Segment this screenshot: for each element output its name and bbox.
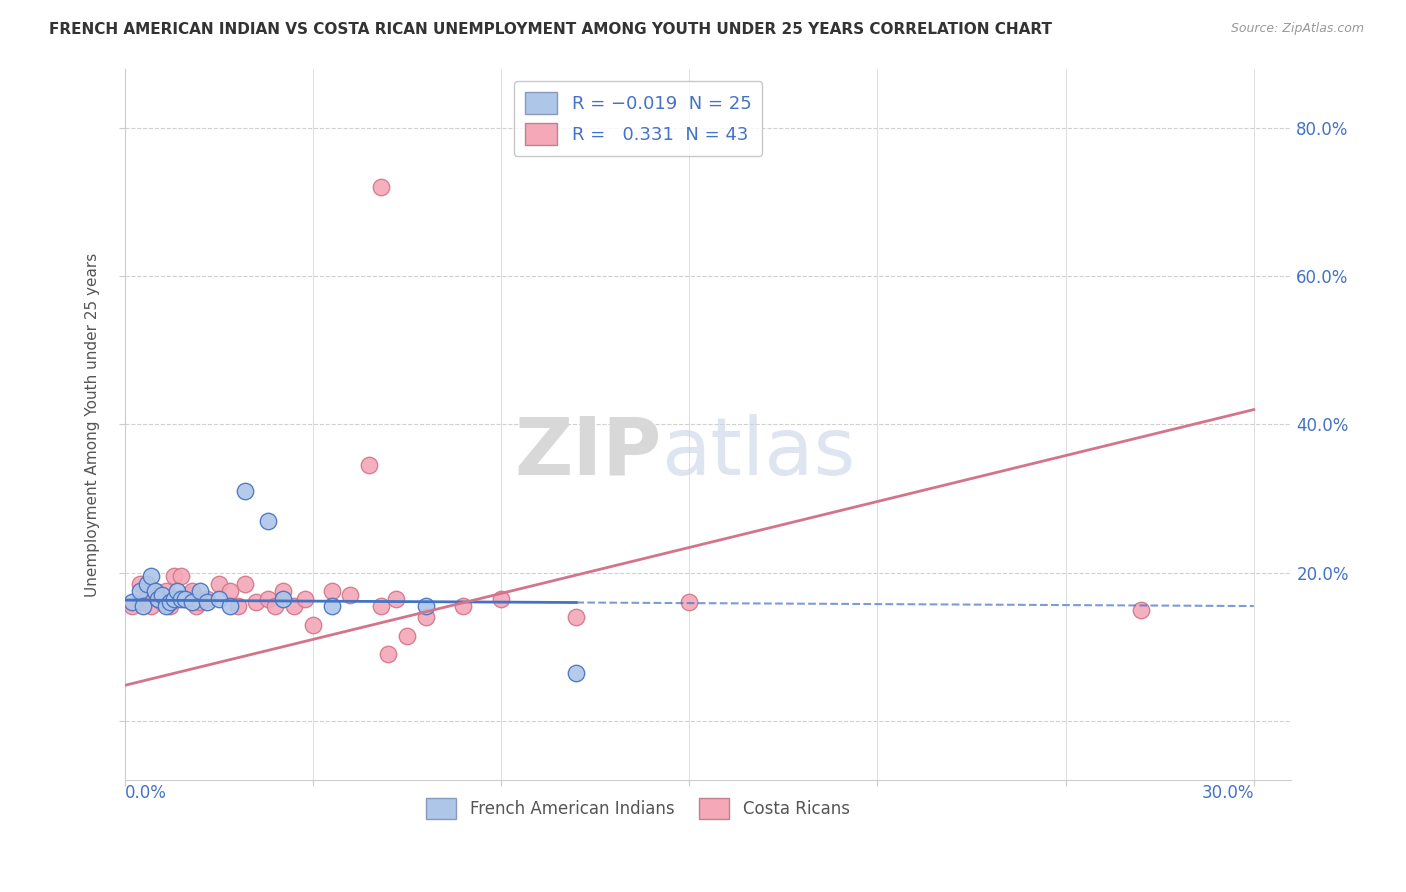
Point — [128, 584, 150, 599]
Point — [173, 591, 195, 606]
Text: Source: ZipAtlas.com: Source: ZipAtlas.com — [1230, 22, 1364, 36]
Point — [188, 595, 211, 609]
Point — [208, 577, 231, 591]
Point — [170, 591, 193, 606]
Point — [219, 599, 242, 613]
Point — [271, 591, 294, 606]
Point — [271, 584, 294, 599]
Point — [197, 595, 219, 609]
Text: FRENCH AMERICAN INDIAN VS COSTA RICAN UNEMPLOYMENT AMONG YOUTH UNDER 25 YEARS CO: FRENCH AMERICAN INDIAN VS COSTA RICAN UN… — [49, 22, 1052, 37]
Point — [162, 591, 184, 606]
Y-axis label: Unemployment Among Youth under 25 years: Unemployment Among Youth under 25 years — [86, 252, 100, 597]
Text: 0.0%: 0.0% — [125, 784, 166, 802]
Point — [121, 595, 143, 609]
Point — [370, 180, 392, 194]
Point — [170, 569, 193, 583]
Point — [245, 595, 267, 609]
Text: atlas: atlas — [661, 414, 856, 491]
Point — [128, 577, 150, 591]
Point — [148, 591, 170, 606]
Point — [301, 617, 323, 632]
Point — [184, 599, 207, 613]
Point — [177, 588, 200, 602]
Point — [159, 599, 181, 613]
Point — [370, 599, 392, 613]
Point — [181, 595, 204, 609]
Point — [148, 591, 170, 606]
Point — [377, 647, 399, 661]
Point — [197, 591, 219, 606]
Point — [489, 591, 512, 606]
Point — [139, 569, 162, 583]
Legend: French American Indians, Costa Ricans: French American Indians, Costa Ricans — [420, 792, 856, 825]
Point — [132, 599, 155, 613]
Point — [256, 514, 278, 528]
Point — [166, 584, 188, 599]
Point — [173, 591, 195, 606]
Point — [395, 629, 418, 643]
Point — [678, 595, 700, 609]
Point — [339, 588, 361, 602]
Point — [188, 584, 211, 599]
Point — [143, 584, 166, 599]
Point — [208, 591, 231, 606]
Point — [219, 584, 242, 599]
Point — [226, 599, 249, 613]
Point — [359, 458, 381, 473]
Point — [139, 599, 162, 613]
Text: ZIP: ZIP — [515, 414, 661, 491]
Point — [136, 591, 159, 606]
Point — [321, 584, 343, 599]
Point — [233, 577, 256, 591]
Point — [150, 588, 173, 602]
Point — [453, 599, 475, 613]
Point — [384, 591, 406, 606]
Point — [321, 599, 343, 613]
Point — [264, 599, 287, 613]
Point — [166, 591, 188, 606]
Point — [294, 591, 316, 606]
Point — [256, 591, 278, 606]
Point — [1129, 603, 1152, 617]
Point — [143, 584, 166, 599]
Point — [162, 569, 184, 583]
Point — [415, 599, 437, 613]
Point — [155, 599, 177, 613]
Point — [132, 595, 155, 609]
Point — [155, 584, 177, 599]
Point — [150, 595, 173, 609]
Point — [565, 610, 588, 624]
Point — [565, 665, 588, 680]
Point — [136, 577, 159, 591]
Point — [415, 610, 437, 624]
Point — [181, 584, 204, 599]
Point — [159, 595, 181, 609]
Point — [283, 599, 305, 613]
Text: 30.0%: 30.0% — [1201, 784, 1254, 802]
Point — [233, 484, 256, 499]
Point — [121, 599, 143, 613]
